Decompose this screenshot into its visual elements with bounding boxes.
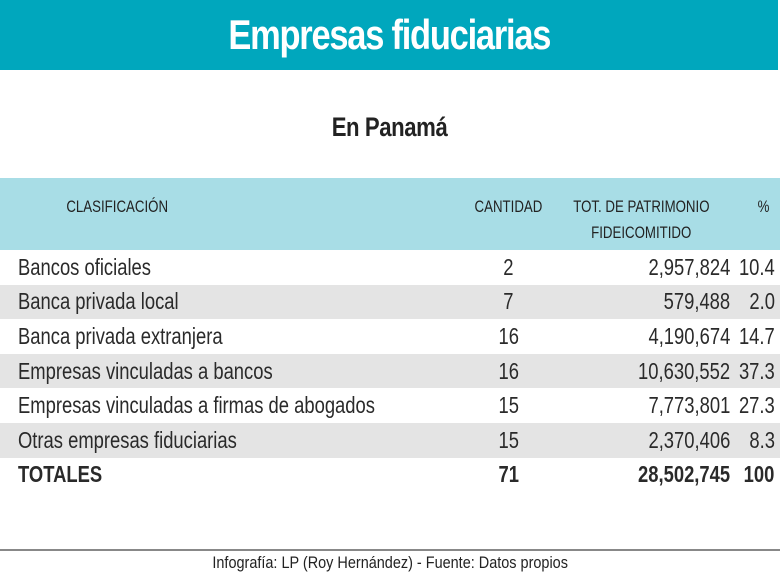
fiduciary-table: CLASIFICACIÓN CANTIDAD TOT. DE PATRIMONI…	[0, 178, 780, 493]
cell-pct: 10.4	[738, 253, 775, 280]
cell-pct: 37.3	[738, 357, 775, 384]
title-bar: Empresas fiduciarias	[0, 0, 778, 70]
cell-patrimonio: 4,190,674	[647, 322, 730, 349]
page-title: Empresas fiduciarias	[228, 11, 551, 58]
footer-divider	[0, 549, 780, 551]
cell-clasificacion: Banca privada extranjera	[18, 322, 223, 349]
cell-clasificacion: Empresas vinculadas a bancos	[18, 357, 273, 384]
cell-cantidad: 71	[464, 457, 554, 493]
cell-patrimonio: 579,488	[663, 288, 730, 315]
subtitle: En Panamá	[0, 112, 780, 143]
col-header-clasificacion: CLASIFICACIÓN	[66, 197, 169, 216]
cell-pct: 27.3	[738, 392, 775, 419]
col-header-cantidad: CANTIDAD	[474, 197, 543, 216]
cell-cantidad: 15	[498, 392, 519, 419]
cell-clasificacion: Banca privada local	[18, 288, 179, 315]
col-header-patrimonio: TOT. DE PATRIMONIO FIDEICOMITIDO	[573, 197, 710, 242]
cell-pct: 8.3	[749, 426, 775, 453]
cell-cantidad: 2	[503, 253, 514, 280]
totals-row: TOTALES 71 28,502,745 100	[0, 457, 780, 493]
cell-clasificacion: Bancos oficiales	[18, 253, 151, 280]
col-header-pct: %	[757, 197, 770, 216]
credit-line: Infografía: LP (Roy Hernández) - Fuente:…	[0, 553, 780, 573]
cell-cantidad: 7	[503, 288, 514, 315]
table-row: Banca privada extranjera 16 4,190,674 14…	[0, 319, 780, 354]
table-row: Banca privada local 7 579,488 2.0	[0, 284, 780, 320]
cell-pct: 14.7	[738, 322, 775, 349]
cell-clasificacion: Empresas vinculadas a firmas de abogados	[18, 392, 375, 419]
cell-patrimonio: 2,370,406	[647, 426, 730, 453]
table-row: Bancos oficiales 2 2,957,824 10.4	[0, 250, 780, 285]
table-row: Otras empresas fiduciarias 15 2,370,406 …	[0, 422, 780, 458]
cell-cantidad: 15	[498, 426, 519, 453]
cell-cantidad: 16	[498, 357, 519, 384]
table-row: Empresas vinculadas a bancos 16 10,630,5…	[0, 353, 780, 389]
cell-cantidad: 16	[498, 322, 519, 349]
cell-pct: 2.0	[749, 288, 775, 315]
table-header-row: CLASIFICACIÓN CANTIDAD TOT. DE PATRIMONI…	[0, 178, 780, 250]
cell-patrimonio: 10,630,552	[637, 357, 730, 384]
cell-patrimonio: 2,957,824	[647, 253, 730, 280]
table-row: Empresas vinculadas a firmas de abogados…	[0, 388, 780, 423]
subtitle-text: En Panamá	[332, 112, 448, 142]
credit-text: Infografía: LP (Roy Hernández) - Fuente:…	[212, 553, 568, 572]
cell-patrimonio: 28,502,745	[553, 457, 730, 493]
cell-patrimonio: 7,773,801	[647, 392, 730, 419]
cell-pct: 100	[729, 457, 780, 493]
cell-clasificacion: TOTALES	[0, 457, 465, 493]
cell-clasificacion: Otras empresas fiduciarias	[18, 426, 237, 453]
